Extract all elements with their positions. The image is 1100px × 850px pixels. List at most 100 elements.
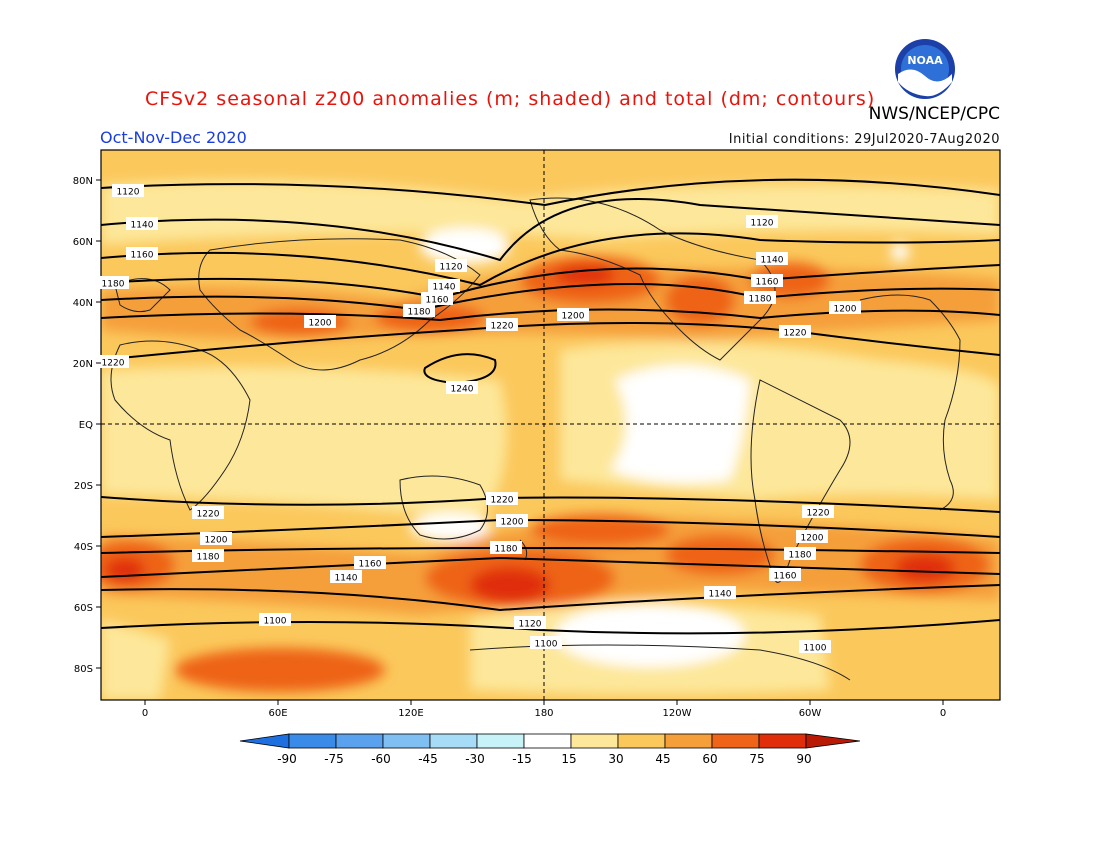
svg-text:1120: 1120	[117, 188, 140, 198]
map-axes: 80N 60N 40N 20N EQ 20S 40S 60S 80S 0 60E 120E 180 120…	[73, 176, 946, 719]
colorbar-tick-label: 30	[608, 752, 623, 766]
contour-label: 1220	[779, 325, 811, 339]
contour-label: 1160	[126, 247, 158, 261]
colorbar-swatch	[617, 733, 666, 749]
svg-text:1160: 1160	[756, 278, 779, 288]
svg-text:1160: 1160	[774, 572, 797, 582]
colorbar: -90 -75 -60 -45 -30 -15 15 30 45 60 75 90	[239, 733, 861, 766]
anomaly-shading	[101, 150, 1000, 700]
colorbar-swatch	[758, 733, 807, 749]
contour-label: 1220	[486, 318, 518, 332]
svg-text:1140: 1140	[131, 221, 154, 231]
contour-label: 1220	[97, 355, 129, 369]
contour-label: 1140	[126, 217, 158, 231]
contour-label: 1180	[490, 541, 522, 555]
svg-text:1220: 1220	[807, 509, 830, 519]
svg-text:1100: 1100	[804, 644, 827, 654]
svg-text:1160: 1160	[359, 560, 382, 570]
svg-text:1220: 1220	[491, 496, 514, 506]
lat-label: 40N	[73, 298, 93, 309]
svg-text:1120: 1120	[519, 620, 542, 630]
contour-label: 1120	[112, 184, 144, 198]
lat-label: 40S	[74, 542, 93, 553]
svg-text:1200: 1200	[834, 305, 857, 315]
contour-label: 1200	[200, 532, 232, 546]
map-frame	[100, 149, 1001, 701]
svg-text:1200: 1200	[501, 518, 524, 528]
contour-label: 1140	[428, 279, 460, 293]
colorbar-tick-label: 75	[749, 752, 764, 766]
contour-label: 1120	[435, 259, 467, 273]
colorbar-swatch	[664, 733, 713, 749]
colorbar-tick-label: -45	[418, 752, 438, 766]
svg-text:1160: 1160	[426, 296, 449, 306]
contour-label: 1140	[330, 570, 362, 584]
svg-text:1140: 1140	[433, 283, 456, 293]
svg-text:1220: 1220	[197, 510, 220, 520]
lon-label: 0	[142, 708, 148, 719]
colorbar-tick-label: 15	[561, 752, 576, 766]
colorbar-tick-label: 45	[655, 752, 670, 766]
colorbar-swatch	[335, 733, 384, 749]
contour-label: 1220	[192, 506, 224, 520]
contour-label: 1180	[403, 304, 435, 318]
logo-text: NOAA	[907, 54, 943, 67]
contour-label: 1160	[769, 568, 801, 582]
contour-label: 1200	[496, 514, 528, 528]
svg-text:1240: 1240	[451, 385, 474, 395]
contour-label: 1180	[744, 291, 776, 305]
colorbar-swatch	[382, 733, 431, 749]
colorbar-swatch	[476, 733, 525, 749]
svg-text:1120: 1120	[751, 219, 774, 229]
colorbar-tick-label: -90	[277, 752, 297, 766]
contour-label: 1140	[704, 586, 736, 600]
contour-label: 1100	[799, 640, 831, 654]
colorbar-arrow-left	[239, 733, 290, 749]
lat-label: 80S	[74, 664, 93, 675]
lon-label: 60W	[799, 708, 822, 719]
contour-label: 1200	[557, 308, 589, 322]
colorbar-tick-label: -75	[324, 752, 344, 766]
colorbar-tick-label: -15	[512, 752, 532, 766]
lon-label: 120W	[663, 708, 692, 719]
contour-label: 1200	[796, 530, 828, 544]
svg-text:1100: 1100	[264, 617, 287, 627]
svg-text:1200: 1200	[801, 534, 824, 544]
colorbar-tick-label: 90	[796, 752, 811, 766]
contour-label: 1160	[421, 292, 453, 306]
contour-label: 1100	[259, 613, 291, 627]
contour-label: 1180	[192, 549, 224, 563]
colorbar-swatch	[570, 733, 619, 749]
contour-label: 1200	[304, 315, 336, 329]
initial-conditions-label: Initial conditions: 29Jul2020-7Aug2020	[728, 132, 1000, 147]
svg-text:1180: 1180	[197, 553, 220, 563]
colorbar-tick-label: -30	[465, 752, 485, 766]
contour-label: 1220	[486, 492, 518, 506]
svg-text:1120: 1120	[440, 263, 463, 273]
contour-label: 1160	[751, 274, 783, 288]
noaa-logo: NOAA	[895, 39, 955, 99]
colorbar-tick-label: -60	[371, 752, 391, 766]
lat-label: EQ	[79, 420, 93, 431]
svg-text:1140: 1140	[709, 590, 732, 600]
contour-label: 1140	[756, 252, 788, 266]
svg-text:1180: 1180	[495, 545, 518, 555]
contour-label: 1180	[784, 547, 816, 561]
lon-label: 180	[534, 708, 553, 719]
svg-text:1220: 1220	[102, 359, 125, 369]
lon-label: 120E	[398, 708, 423, 719]
contour-label: 1180	[97, 276, 129, 290]
svg-text:1180: 1180	[789, 551, 812, 561]
chart-title: CFSv2 seasonal z200 anomalies (m; shaded…	[145, 88, 876, 110]
svg-text:1200: 1200	[562, 312, 585, 322]
season-label: Oct-Nov-Dec 2020	[100, 128, 247, 147]
contour-label-group: 1120114011601180120012201120114011601180…	[97, 184, 861, 654]
colorbar-arrow-right	[805, 733, 861, 749]
contour-label: 1100	[530, 636, 562, 650]
colorbar-swatch	[523, 733, 572, 749]
svg-text:1180: 1180	[102, 280, 125, 290]
svg-text:1140: 1140	[761, 256, 784, 266]
svg-text:1220: 1220	[784, 329, 807, 339]
svg-text:1100: 1100	[535, 640, 558, 650]
